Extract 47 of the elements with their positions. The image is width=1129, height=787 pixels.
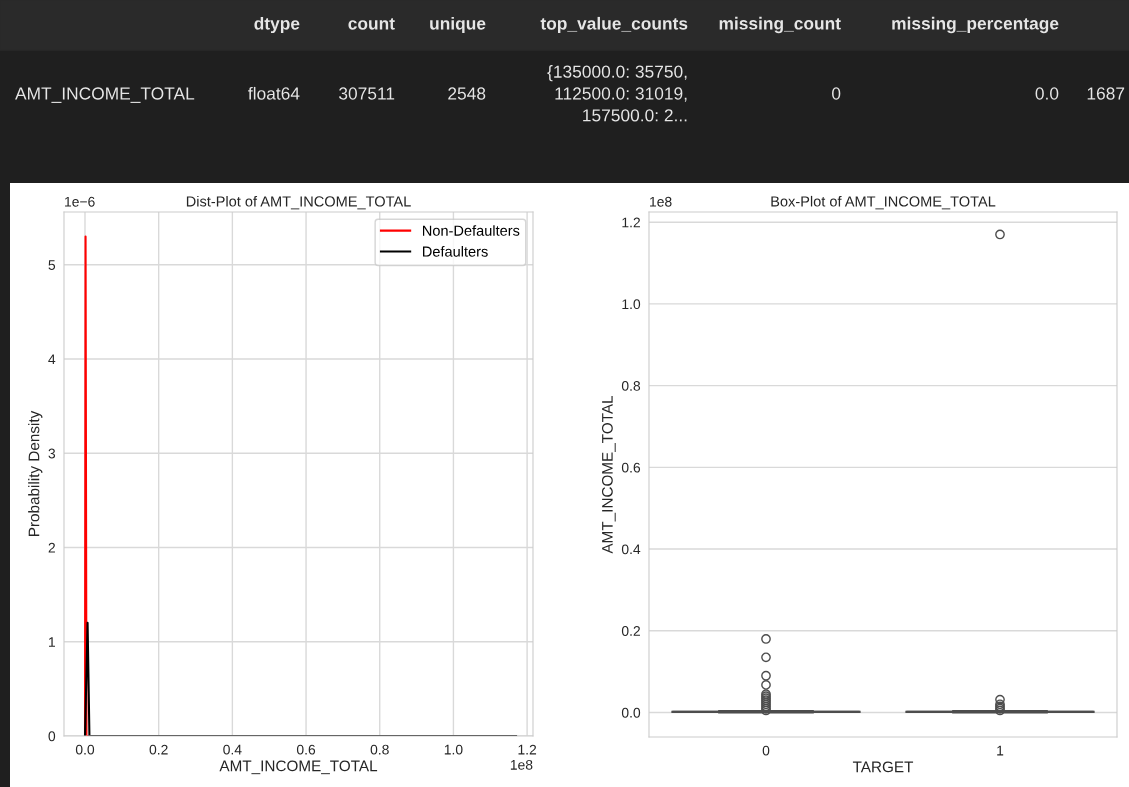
y-tick-label: 0.0 (621, 707, 641, 718)
y-tick-label: 1.0 (622, 299, 641, 310)
x-axis-title: AMT_INCOME_TOTAL (219, 760, 378, 775)
y-axis-title: AMT_INCOME_TOTAL (601, 395, 616, 554)
x-tick-label: 0.2 (149, 744, 168, 755)
text: AMT_INCOME_TOTAL (15, 87, 195, 103)
y-tick-label: 2 (48, 542, 55, 553)
y-tick-label: 0.8 (621, 380, 641, 391)
y-axis-title: Probability Density (28, 410, 43, 536)
category-label: count (348, 18, 395, 30)
text: 0 (832, 87, 841, 100)
chart-title: Box-Plot of AMT_INCOME_TOTAL (771, 195, 996, 210)
text: 1687 (1087, 87, 1125, 100)
category-label: missing_percentage (892, 16, 1059, 34)
x-tick-label: 0.4 (223, 744, 242, 755)
legend-label: Non-Defaulters (423, 225, 520, 236)
text: float64 (248, 86, 300, 100)
x-tick-label: 0.8 (370, 744, 389, 755)
text: {135000.0: 35750, 112500.0: 31019, 157500.0: 2... (547, 65, 687, 122)
category-label: dtype (254, 16, 300, 34)
x-tick-label: 1.0 (444, 744, 463, 755)
x-tick-label: 0 (762, 745, 770, 756)
category-label: unique (430, 16, 486, 34)
x-tick-label: 1.2 (518, 744, 537, 755)
legend-label: Defaulters (423, 246, 488, 257)
y-tick-label: 4 (48, 354, 56, 365)
y-tick-label: 0.4 (621, 544, 641, 555)
y-tick-label: 1 (49, 637, 55, 647)
y-tick-label: 1.2 (622, 217, 640, 228)
y-tick-label: 0 (48, 731, 56, 742)
y-tick-label: 0.6 (621, 462, 641, 473)
x-axis-title: TARGET (852, 761, 914, 773)
x-tick-label: 1 (997, 745, 1004, 756)
text: 1e8 (510, 759, 533, 770)
text: 0.0 (1035, 87, 1059, 100)
chart-title: Dist-Plot of AMT_INCOME_TOTAL (186, 195, 411, 210)
y-tick-label: 5 (48, 260, 56, 270)
text: 307511 (339, 87, 395, 100)
text: 2548 (448, 87, 486, 100)
category-label: top_value_counts (540, 16, 688, 34)
x-tick-label: 0.6 (296, 744, 316, 755)
y-tick-label: 3 (48, 448, 56, 459)
y-tick-label: 0.2 (621, 626, 640, 636)
category-label: missing_count (719, 16, 841, 34)
text: 1e−6 (65, 196, 95, 207)
text: 1e8 (650, 196, 672, 207)
x-tick-label: 0.0 (75, 744, 95, 755)
